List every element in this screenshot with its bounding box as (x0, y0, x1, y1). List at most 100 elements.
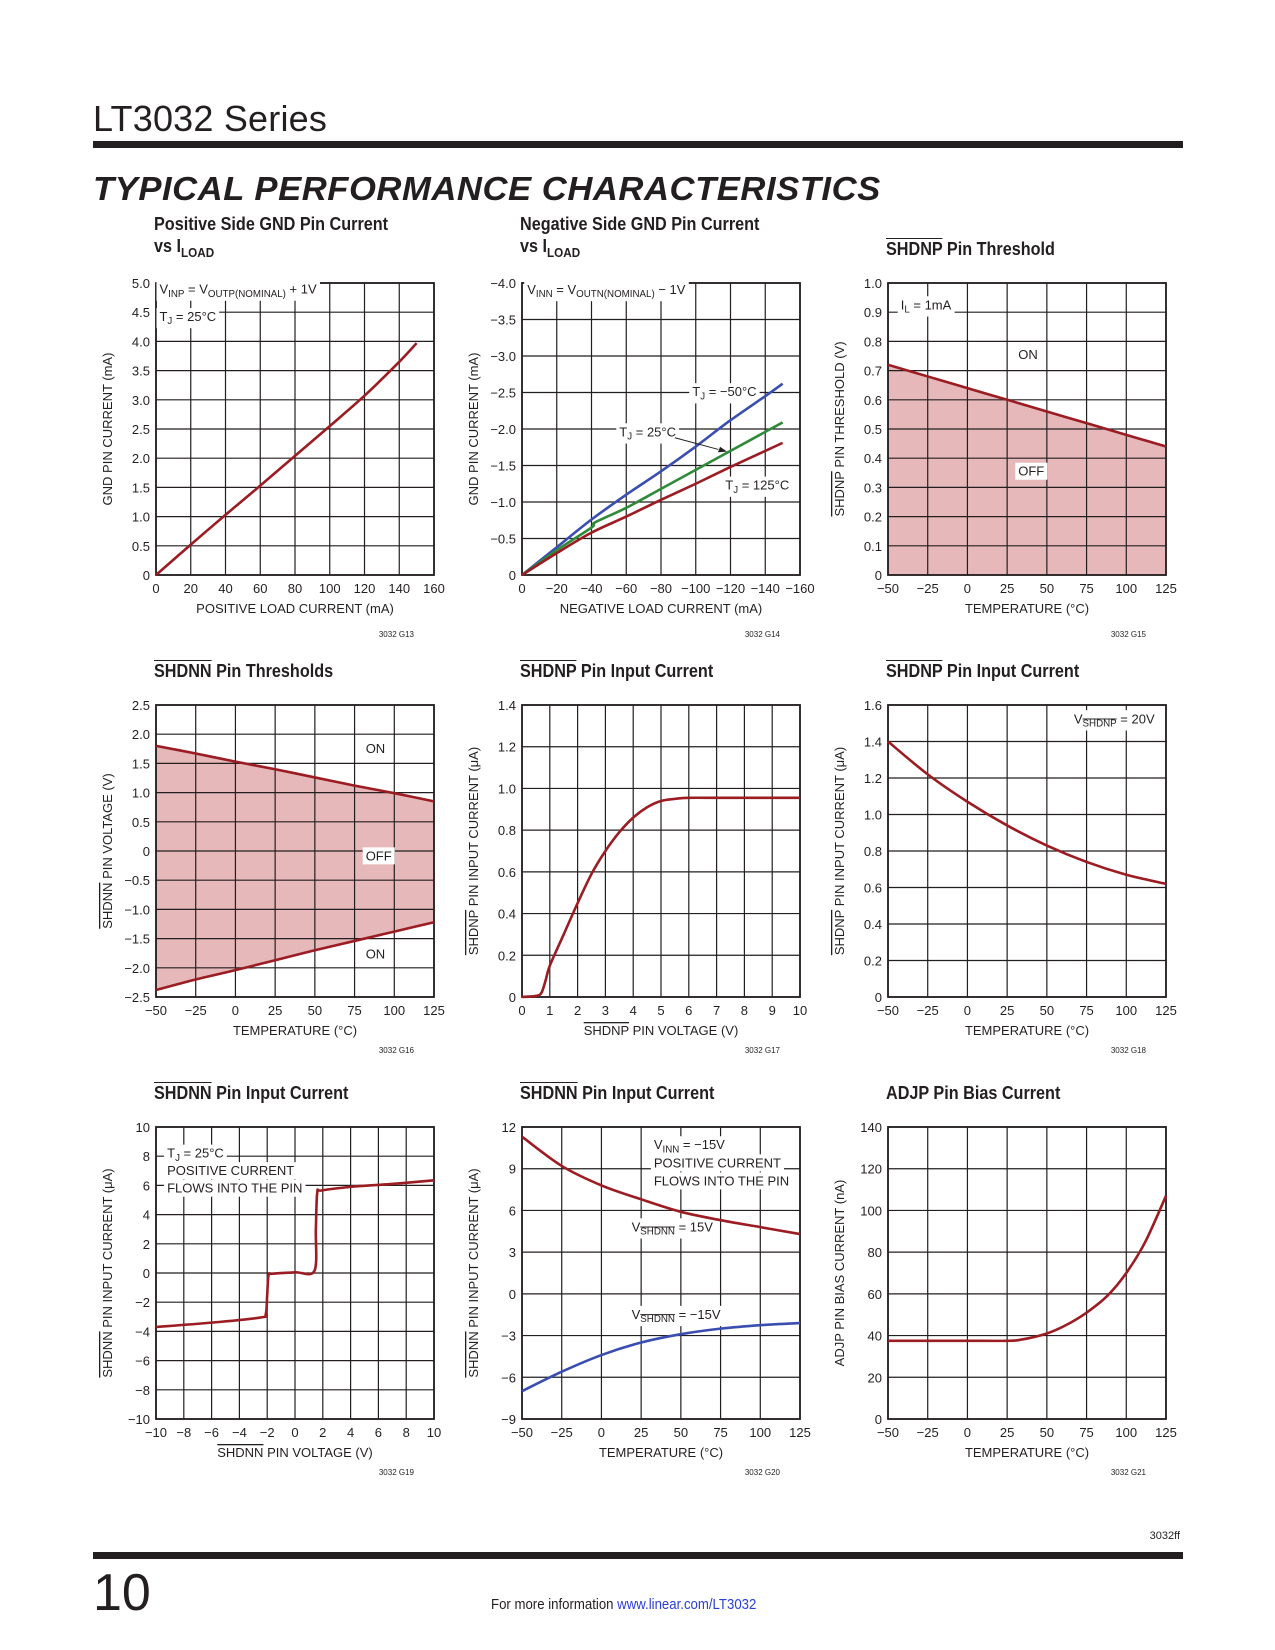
annotation: ON (1018, 347, 1038, 362)
y-tick-label: −10 (128, 1412, 150, 1427)
annotation-part: T (619, 424, 627, 439)
annotation-bg (164, 1162, 298, 1180)
x-tick-label: 8 (741, 1003, 748, 1018)
y-axis-label: SHDNP PIN INPUT CURRENT (μA) (832, 747, 847, 955)
x-tick-label: 0 (964, 1003, 971, 1018)
annotation-part: = 125°C (738, 478, 789, 493)
figure-code: 3032 G15 (1111, 630, 1147, 639)
x-axis-label: SHDNP PIN VOLTAGE (V) (584, 1023, 739, 1038)
y-tick-label: 9 (509, 1162, 516, 1177)
annotation: IL = 1mA (901, 297, 952, 315)
plot-frame (155, 1126, 435, 1420)
y-tick-label: 1.0 (132, 510, 150, 525)
y-tick-label: 4.0 (132, 334, 150, 349)
annotation-part: V (654, 1137, 663, 1152)
x-tick-label: 0 (964, 581, 971, 596)
annotation-part: = V (553, 282, 577, 297)
x-axis-label: TEMPERATURE (°C) (599, 1445, 723, 1460)
x-tick-label: 0 (964, 1425, 971, 1440)
x-tick-label: 50 (674, 1425, 688, 1440)
annotation-part: OUTP(NOMINAL) (208, 289, 286, 300)
chart-title-sub: LOAD (181, 244, 215, 260)
annotation-part: POSITIVE CURRENT (654, 1155, 781, 1170)
y-tick-label: −2.0 (124, 961, 150, 976)
page-number: 10 (93, 1564, 151, 1622)
y-tick-label: 6 (143, 1178, 150, 1193)
y-tick-label: 0.2 (498, 948, 516, 963)
x-tick-label: 20 (184, 581, 198, 596)
y-tick-label: 4 (143, 1208, 150, 1223)
y-tick-label: 0 (509, 1287, 516, 1302)
figure-code: 3032 G14 (745, 630, 781, 639)
y-tick-label: 0.5 (132, 539, 150, 554)
annotation-bg (616, 423, 680, 444)
y-tick-label: 1.4 (498, 698, 516, 713)
x-tick-label: 75 (1079, 581, 1093, 596)
x-tick-label: −120 (716, 581, 745, 596)
chart-title-main: SHDNP (886, 661, 943, 681)
y-tick-label: 0.8 (864, 334, 882, 349)
chart-title-vs: vs I (154, 236, 182, 256)
x-tick-label: 25 (634, 1425, 648, 1440)
y-tick-label: 80 (868, 1245, 882, 1260)
chart-title-main: SHDNN (520, 1083, 578, 1103)
chart-title: Positive Side GND Pin Current vs ILOAD (154, 213, 388, 264)
figure-code: 3032 G20 (745, 1468, 781, 1477)
annotation: FLOWS INTO THE PIN (654, 1173, 789, 1188)
x-tick-label: −25 (917, 1425, 939, 1440)
y-tick-label: 0.4 (864, 917, 882, 932)
annotation-part: = 25°C (180, 1146, 224, 1161)
y-axis-label: GND PIN CURRENT (mA) (100, 353, 115, 506)
annotation-part: OFF (366, 848, 392, 863)
x-tick-label: 125 (423, 1003, 445, 1018)
annotation: ON (366, 946, 386, 961)
x-tick-label: −25 (917, 1003, 939, 1018)
y-tick-label: 6 (509, 1203, 516, 1218)
series-line-0 (521, 382, 784, 577)
annotation-part: J (627, 432, 632, 443)
x-tick-label: 0 (232, 1003, 239, 1018)
x-axis-label: TEMPERATURE (°C) (965, 1023, 1089, 1038)
y-tick-label: 0 (875, 1412, 882, 1427)
annotation-part: = 20V (1117, 711, 1155, 726)
document-title: LT3032 Series (93, 98, 328, 139)
y-tick-label: 2.0 (132, 451, 150, 466)
y-tick-label: 0.4 (498, 907, 516, 922)
annotation-arrow (674, 437, 719, 450)
y-axis-label: ADJP PIN BIAS CURRENT (nA) (832, 1180, 847, 1367)
annotation-part: SHDNN (640, 1227, 675, 1238)
annotation-part: = −15V (679, 1137, 725, 1152)
annotation: TJ = 25°C (167, 1146, 224, 1164)
annotation: VSHDNN = −15V (632, 1307, 721, 1325)
y-tick-label: 0.6 (864, 393, 882, 408)
chart-title: SHDNP Pin Input Current (520, 660, 713, 682)
more-info-link[interactable]: www.linear.com/LT3032 (617, 1596, 757, 1613)
y-tick-label: 1.5 (132, 756, 150, 771)
annotation-part: + 1V (286, 282, 317, 297)
x-tick-label: 125 (1155, 1425, 1177, 1440)
annotation: VINN = VOUTN(NOMINAL) − 1V (527, 282, 686, 300)
y-axis-label-ovl: SHDNN (466, 1331, 481, 1377)
y-tick-label: 12 (502, 1120, 516, 1135)
y-tick-label: 0.9 (864, 305, 882, 320)
annotation-bg (628, 1218, 717, 1239)
x-tick-label: −50 (511, 1425, 533, 1440)
x-tick-label: −6 (204, 1425, 219, 1440)
x-tick-label: 9 (769, 1003, 776, 1018)
annotation-bg (156, 280, 320, 301)
y-tick-label: −1.0 (124, 902, 150, 917)
y-tick-label: 0.4 (864, 451, 882, 466)
y-tick-label: −6 (135, 1354, 150, 1369)
y-axis-label-ovl: SHDNP (832, 471, 847, 516)
y-tick-label: 0.8 (864, 844, 882, 859)
annotation: VINP = VOUTP(NOMINAL) + 1V (159, 282, 316, 300)
y-tick-label: 0 (143, 1266, 150, 1281)
annotation-part: T (159, 309, 167, 324)
chart-title: SHDNN Pin Input Current (520, 1082, 714, 1104)
x-tick-label: −160 (785, 581, 814, 596)
y-axis-label-rest: PIN VOLTAGE (V) (100, 773, 115, 882)
y-axis-label: SHDNN PIN INPUT CURRENT (μA) (466, 1168, 481, 1377)
y-tick-label: −3 (501, 1329, 516, 1344)
